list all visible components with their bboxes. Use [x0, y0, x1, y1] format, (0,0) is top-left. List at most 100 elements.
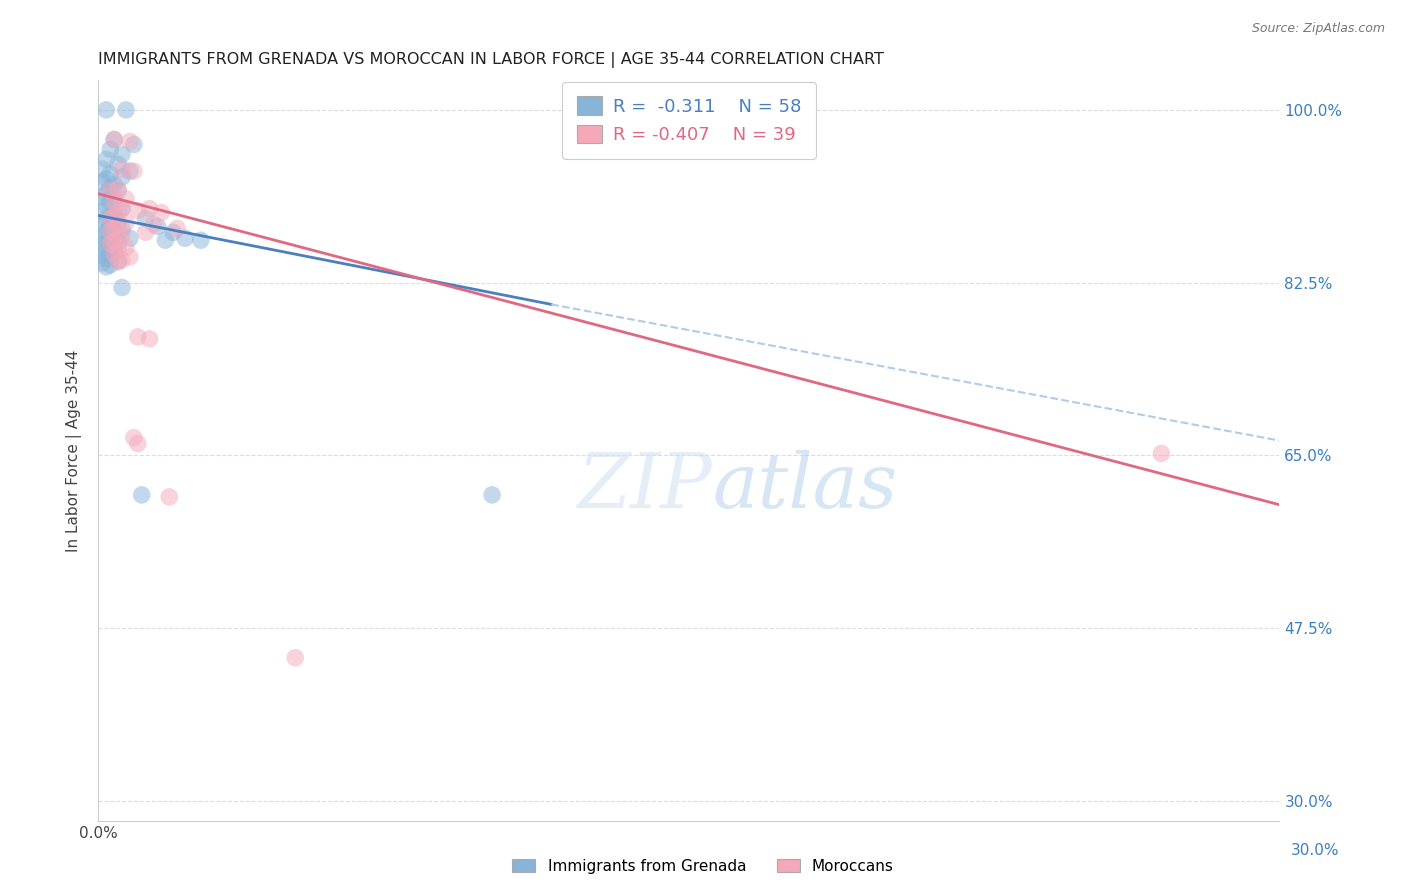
Point — [284, 650, 307, 665]
Point — [481, 488, 503, 502]
Point — [96, 224, 118, 238]
Point — [91, 238, 114, 252]
Legend: Immigrants from Grenada, Moroccans: Immigrants from Grenada, Moroccans — [506, 853, 900, 880]
Point — [127, 203, 149, 218]
Point — [1150, 446, 1173, 460]
Point — [111, 169, 134, 184]
Y-axis label: In Labor Force | Age 35-44: In Labor Force | Age 35-44 — [66, 350, 83, 551]
Point — [98, 224, 121, 238]
Point — [103, 209, 125, 223]
Point — [98, 258, 121, 272]
Point — [98, 240, 121, 254]
Text: ZIP: ZIP — [578, 450, 713, 524]
Point — [103, 208, 125, 222]
Point — [115, 215, 138, 229]
Point — [107, 231, 129, 245]
Point — [96, 172, 118, 186]
Point — [98, 249, 121, 263]
Point — [103, 194, 125, 208]
Point — [91, 256, 114, 270]
Point — [118, 164, 141, 178]
Point — [107, 204, 129, 219]
Point — [103, 132, 125, 146]
Point — [118, 250, 141, 264]
Point — [138, 332, 160, 346]
Point — [111, 202, 134, 216]
Point — [96, 212, 118, 227]
Point — [91, 204, 114, 219]
Point — [91, 218, 114, 232]
Point — [98, 211, 121, 226]
Point — [111, 147, 134, 161]
Legend: R =  -0.311    N = 58, R = -0.407    N = 39: R = -0.311 N = 58, R = -0.407 N = 39 — [562, 82, 815, 159]
Point — [98, 142, 121, 156]
Point — [166, 221, 188, 235]
Point — [91, 229, 114, 244]
Point — [150, 205, 173, 219]
Point — [96, 233, 118, 247]
Point — [96, 103, 118, 117]
Point — [190, 233, 212, 247]
Point — [103, 247, 125, 261]
Point — [138, 202, 160, 216]
Point — [107, 219, 129, 233]
Point — [131, 488, 153, 502]
Point — [103, 178, 125, 192]
Text: 30.0%: 30.0% — [1291, 843, 1340, 858]
Point — [111, 222, 134, 236]
Point — [107, 255, 129, 269]
Point — [107, 254, 129, 268]
Point — [127, 436, 149, 450]
Point — [174, 231, 197, 245]
Point — [107, 184, 129, 198]
Point — [118, 231, 141, 245]
Text: IMMIGRANTS FROM GRENADA VS MOROCCAN IN LABOR FORCE | AGE 35-44 CORRELATION CHART: IMMIGRANTS FROM GRENADA VS MOROCCAN IN L… — [98, 52, 884, 68]
Point — [115, 192, 138, 206]
Point — [135, 211, 157, 226]
Point — [103, 221, 125, 235]
Point — [122, 137, 145, 152]
Point — [96, 260, 118, 274]
Point — [111, 280, 134, 294]
Text: atlas: atlas — [713, 450, 898, 524]
Point — [142, 218, 165, 232]
Text: Source: ZipAtlas.com: Source: ZipAtlas.com — [1251, 22, 1385, 36]
Point — [122, 164, 145, 178]
Point — [111, 252, 134, 267]
Point — [157, 490, 180, 504]
Point — [162, 225, 184, 239]
Point — [127, 330, 149, 344]
Point — [135, 225, 157, 239]
Point — [98, 219, 121, 234]
Point — [115, 240, 138, 254]
Point — [98, 167, 121, 181]
Point — [98, 231, 121, 245]
Point — [98, 237, 121, 252]
Point — [111, 202, 134, 216]
Point — [96, 252, 118, 266]
Point — [146, 219, 169, 234]
Point — [91, 190, 114, 204]
Point — [91, 162, 114, 177]
Point — [96, 186, 118, 201]
Point — [107, 157, 129, 171]
Point — [103, 227, 125, 241]
Point — [98, 181, 121, 195]
Point — [111, 162, 134, 177]
Point — [98, 184, 121, 198]
Point — [96, 199, 118, 213]
Point — [96, 153, 118, 167]
Point — [118, 135, 141, 149]
Point — [91, 175, 114, 189]
Point — [115, 103, 138, 117]
Point — [96, 243, 118, 257]
Point — [103, 245, 125, 260]
Point — [155, 233, 177, 247]
Point — [98, 210, 121, 224]
Point — [98, 195, 121, 210]
Point — [107, 243, 129, 257]
Point — [103, 234, 125, 248]
Point — [122, 431, 145, 445]
Point — [91, 247, 114, 261]
Point — [103, 132, 125, 146]
